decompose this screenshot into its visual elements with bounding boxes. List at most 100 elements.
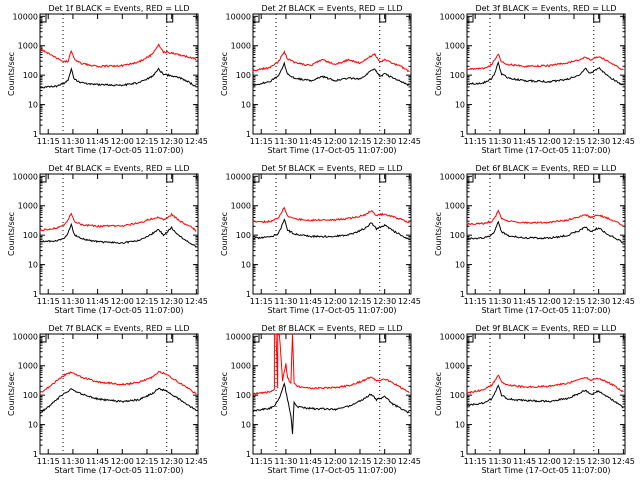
flag-marker [252, 334, 260, 343]
x-tick-label: 11:15 [464, 457, 487, 466]
y-tick-label: 10 [28, 101, 38, 110]
panel-1: Det 1f BLACK = Events, RED = LLD 1 10 100 10… [7, 4, 208, 155]
x-tick-label: 12:45 [612, 457, 635, 466]
flag-marker [252, 14, 260, 23]
x-tick-label: 12:45 [185, 457, 208, 466]
x-tick-label: 12:15 [348, 297, 371, 306]
flag-marker [379, 14, 387, 23]
panel-6: Det 6f BLACK = Events, RED = LLD 1 10 100 10… [434, 164, 635, 315]
series-line-events [39, 66, 197, 89]
y-tick-label: 10000 [440, 332, 465, 341]
y-tick-label: 100 [450, 71, 465, 80]
flag-marker [166, 334, 174, 343]
x-tick-label: 11:15 [250, 297, 273, 306]
y-tick-label: 1000 [18, 42, 38, 51]
y-tick-label: 10000 [13, 12, 38, 21]
flag-marker [39, 14, 47, 23]
series-line-events [252, 218, 410, 241]
y-tick-label: 10000 [13, 172, 38, 181]
x-tick-label: 12:30 [373, 297, 396, 306]
y-tick-label: 1000 [18, 202, 38, 211]
y-tick-label: 10000 [226, 12, 251, 21]
y-tick-label: 1 [460, 130, 465, 139]
y-tick-label: 1000 [18, 362, 38, 371]
y-axis-label: Counts/sec [7, 372, 16, 416]
y-tick-label: 1000 [445, 362, 465, 371]
x-tick-label: 11:15 [37, 457, 60, 466]
x-tick-label: 11:15 [464, 137, 487, 146]
panel-8: Det 8f BLACK = Events, RED = LLD 1 10 100 10… [220, 324, 421, 475]
y-axis-label: Counts/sec [220, 52, 229, 96]
y-tick-label: 1 [460, 450, 465, 459]
y-tick-label: 10 [241, 421, 251, 430]
x-tick-label: 12:00 [324, 137, 347, 146]
y-tick-label: 1 [33, 450, 38, 459]
flag-marker [39, 174, 47, 183]
series-line-lld [39, 212, 197, 232]
x-tick-label: 12:00 [111, 457, 134, 466]
x-axis-label: Start Time (17-Oct-05 11:07:00) [481, 466, 610, 475]
panel-4: Det 4f BLACK = Events, RED = LLD 1 10 100 10… [7, 164, 208, 315]
y-tick-label: 1 [460, 290, 465, 299]
x-tick-label: 12:15 [562, 137, 585, 146]
plot-frame [39, 173, 199, 295]
x-tick-label: 12:30 [587, 457, 610, 466]
x-tick-label: 11:30 [61, 297, 84, 306]
x-tick-label: 12:15 [135, 137, 158, 146]
flag-marker [252, 174, 260, 183]
panel-title: Det 2f BLACK = Events, RED = LLD [261, 4, 402, 13]
x-tick-label: 11:45 [513, 137, 536, 146]
y-tick-label: 100 [450, 391, 465, 400]
x-tick-label: 12:00 [538, 297, 561, 306]
series-line-events [466, 384, 624, 409]
panel-title: Det 1f BLACK = Events, RED = LLD [48, 4, 189, 13]
y-axis-label: Counts/sec [220, 212, 229, 256]
x-axis-label: Start Time (17-Oct-05 11:07:00) [54, 466, 183, 475]
y-axis-label: Counts/sec [7, 212, 16, 256]
series-line-events [39, 387, 197, 414]
y-tick-label: 1 [246, 130, 251, 139]
y-tick-label: 100 [236, 231, 251, 240]
x-tick-label: 11:30 [274, 457, 297, 466]
series-line-events [39, 222, 197, 248]
flag-marker [166, 174, 174, 183]
x-tick-label: 12:00 [324, 297, 347, 306]
x-tick-label: 12:00 [538, 137, 561, 146]
y-tick-label: 100 [450, 231, 465, 240]
x-tick-label: 12:30 [160, 137, 183, 146]
series-line-events [252, 382, 410, 435]
y-tick-label: 1000 [231, 42, 251, 51]
y-tick-label: 1000 [445, 202, 465, 211]
x-tick-label: 11:15 [464, 297, 487, 306]
y-tick-label: 1 [246, 450, 251, 459]
y-tick-label: 1 [246, 290, 251, 299]
flag-marker [379, 174, 387, 183]
y-tick-label: 1000 [231, 362, 251, 371]
x-tick-label: 11:45 [299, 457, 322, 466]
x-tick-label: 11:30 [61, 457, 84, 466]
y-tick-label: 10 [28, 261, 38, 270]
x-tick-label: 12:45 [185, 137, 208, 146]
x-tick-label: 12:45 [398, 457, 421, 466]
y-tick-label: 10 [28, 421, 38, 430]
panel-title: Det 7f BLACK = Events, RED = LLD [48, 324, 189, 333]
x-tick-label: 12:15 [562, 297, 585, 306]
y-axis-label: Counts/sec [220, 372, 229, 416]
x-axis-label: Start Time (17-Oct-05 11:07:00) [481, 146, 610, 155]
flag-marker [593, 174, 601, 183]
y-tick-label: 10000 [226, 172, 251, 181]
x-tick-label: 12:30 [373, 457, 396, 466]
y-tick-label: 10000 [440, 12, 465, 21]
y-tick-label: 1000 [231, 202, 251, 211]
x-tick-label: 12:45 [185, 297, 208, 306]
y-tick-label: 100 [23, 231, 38, 240]
y-tick-label: 10000 [440, 172, 465, 181]
series-line-lld [39, 370, 197, 395]
y-axis-label: Counts/sec [434, 372, 443, 416]
panel-title: Det 9f BLACK = Events, RED = LLD [475, 324, 616, 333]
series-line-lld [39, 43, 197, 69]
x-tick-label: 11:45 [513, 297, 536, 306]
y-tick-label: 10 [241, 101, 251, 110]
series-line-lld [252, 49, 410, 73]
